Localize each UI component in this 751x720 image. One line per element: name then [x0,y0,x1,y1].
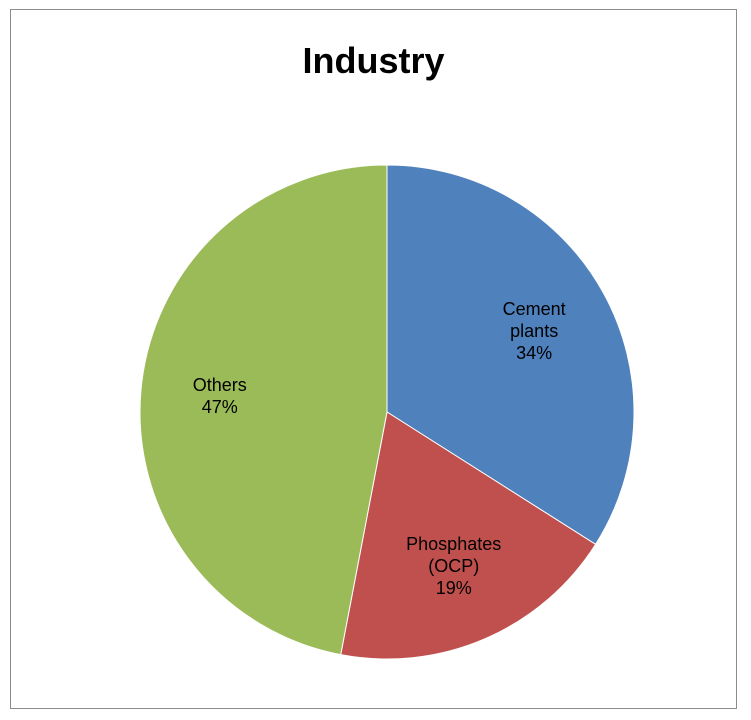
pie-slice-label-1: Phosphates (OCP) 19% [406,534,501,598]
pie-slice-0 [386,164,635,546]
pie-slice-name: Others [193,375,247,395]
pie-slices [139,164,635,660]
chart-area: Industry Cement plants 34% Phosphates (OCP) 1… [10,9,737,709]
pie-slice-percent: 19% [436,578,472,598]
pie-slice-name: Phosphates [406,534,501,554]
pie-slice-name: (OCP) [428,556,479,576]
pie-slice-2 [139,164,388,656]
chart-title: Industry [302,40,445,81]
pie-slice-name: Cement [503,299,566,319]
pie-slice-percent: 34% [516,343,552,363]
pie-slice-label-2: Others 47% [193,375,247,417]
pie-labels: Cement plants 34% Phosphates (OCP) 19% Others 4… [193,299,566,598]
pie-slice-name: plants [510,321,558,341]
pie-chart: Cement plants 34% Phosphates (OCP) 19% Others 4… [139,164,635,660]
pie-slice-percent: 47% [202,397,238,417]
pie-slice-label-0: Cement plants 34% [503,299,566,363]
pie-slice-1 [340,411,597,660]
